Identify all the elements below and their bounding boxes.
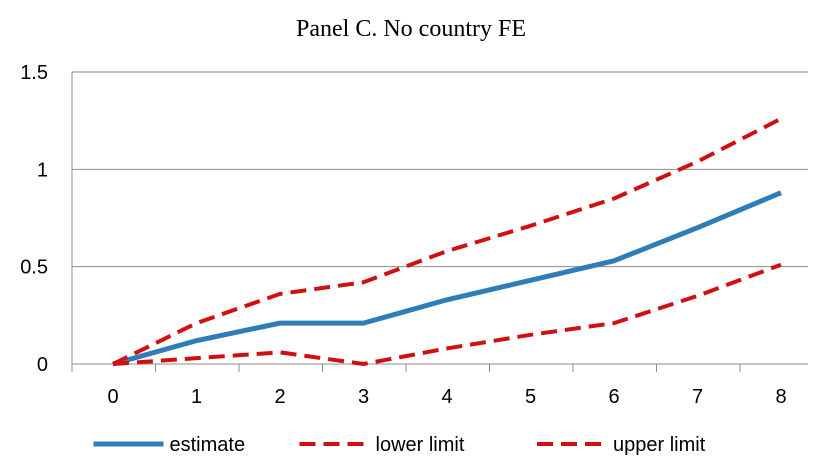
series-line-estimate <box>112 190 782 367</box>
x-tick-label: 1 <box>191 386 202 408</box>
x-tick-label: 2 <box>274 386 285 408</box>
x-tick-label: 6 <box>608 386 619 408</box>
y-tick-label: 0 <box>37 354 48 376</box>
legend-label: estimate <box>170 434 246 456</box>
legend-label: upper limit <box>613 434 706 456</box>
x-tick-label: 8 <box>775 386 786 408</box>
y-tick-label: 0.5 <box>20 257 48 279</box>
chart-title: Panel C. No country FE <box>296 16 526 42</box>
x-tick-label: 3 <box>358 386 369 408</box>
x-tick-label: 7 <box>692 386 703 408</box>
series-line-upper-limit <box>112 116 782 366</box>
y-tick-label: 1 <box>37 159 48 181</box>
y-tick-label: 1.5 <box>20 62 48 84</box>
x-tick-label: 5 <box>525 386 536 408</box>
series-line-lower-limit <box>112 262 782 366</box>
x-tick-label: 0 <box>107 386 118 408</box>
legend-label: lower limit <box>376 434 465 456</box>
x-tick-label: 4 <box>441 386 452 408</box>
